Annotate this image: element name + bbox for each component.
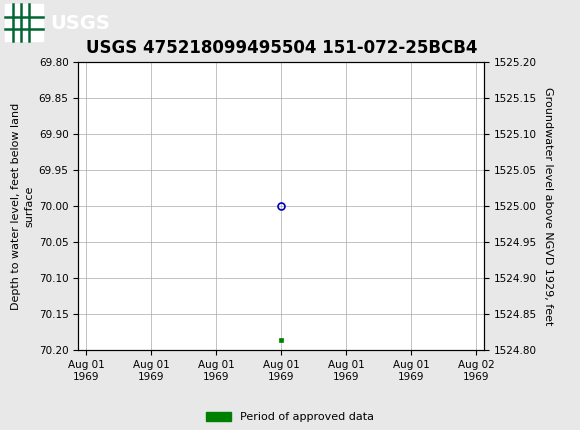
Bar [5,4,43,41]
Title: USGS 475218099495504 151-072-25BCB4: USGS 475218099495504 151-072-25BCB4 [85,39,477,57]
Legend: Period of approved data: Period of approved data [206,412,374,422]
Text: USGS: USGS [50,14,110,33]
Y-axis label: Depth to water level, feet below land
surface: Depth to water level, feet below land su… [12,103,35,310]
Y-axis label: Groundwater level above NGVD 1929, feet: Groundwater level above NGVD 1929, feet [543,87,553,326]
